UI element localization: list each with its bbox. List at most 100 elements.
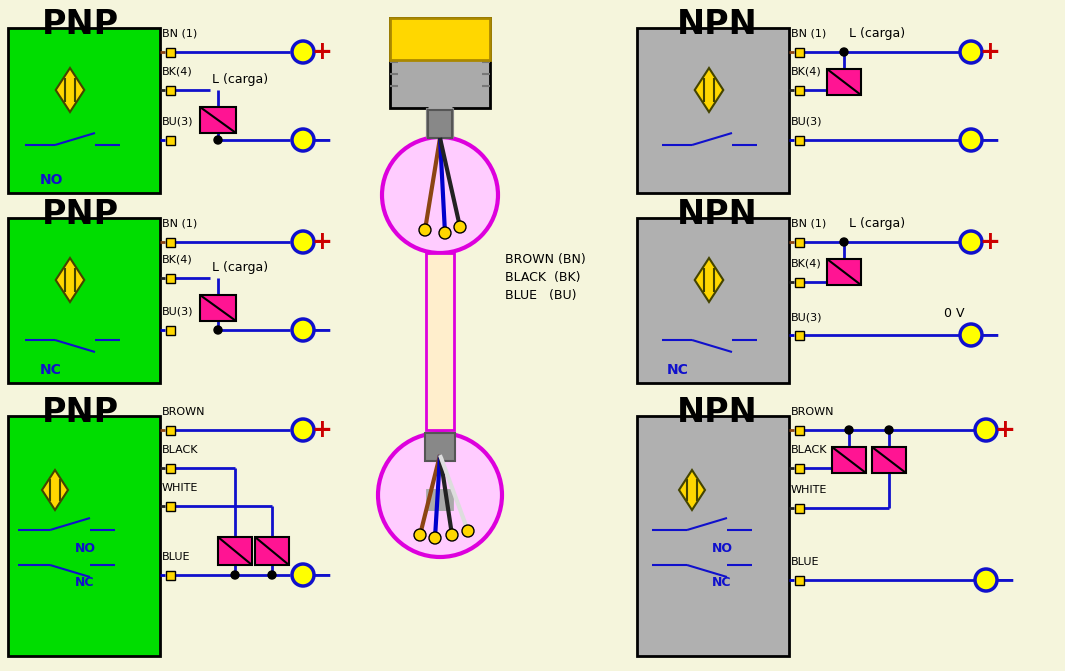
- Bar: [165, 501, 175, 511]
- Bar: [200, 107, 236, 133]
- Bar: [794, 425, 803, 435]
- Text: +: +: [312, 40, 332, 64]
- Text: NPN: NPN: [676, 8, 757, 41]
- Text: NC: NC: [40, 363, 62, 377]
- Text: NO: NO: [712, 541, 733, 554]
- Bar: [794, 278, 803, 287]
- Polygon shape: [694, 258, 723, 302]
- Circle shape: [292, 419, 314, 441]
- Bar: [426, 253, 454, 430]
- Circle shape: [292, 231, 314, 253]
- Circle shape: [454, 221, 466, 233]
- Bar: [9, 28, 160, 193]
- Text: BLACK: BLACK: [162, 445, 198, 455]
- Text: NO: NO: [75, 541, 96, 554]
- Circle shape: [214, 136, 222, 144]
- Text: +: +: [980, 230, 1000, 254]
- Text: BK(4): BK(4): [162, 255, 193, 265]
- Circle shape: [268, 571, 276, 579]
- Text: BLUE   (BU): BLUE (BU): [505, 289, 576, 303]
- Polygon shape: [55, 68, 84, 112]
- Text: −: −: [311, 563, 332, 587]
- Text: BU(3): BU(3): [791, 117, 822, 127]
- Circle shape: [292, 564, 314, 586]
- Bar: [9, 416, 160, 656]
- Text: BLACK: BLACK: [791, 445, 828, 455]
- Circle shape: [840, 238, 848, 246]
- Bar: [165, 425, 175, 435]
- Circle shape: [974, 569, 997, 591]
- Circle shape: [845, 426, 853, 434]
- Text: −: −: [980, 128, 1000, 152]
- Circle shape: [292, 129, 314, 151]
- Bar: [390, 18, 490, 60]
- Text: BK(4): BK(4): [791, 259, 822, 269]
- Bar: [828, 69, 861, 95]
- Text: BLUE: BLUE: [162, 552, 191, 562]
- Circle shape: [419, 224, 431, 236]
- Bar: [165, 325, 175, 335]
- Text: L (carga): L (carga): [849, 27, 905, 40]
- Bar: [794, 48, 803, 56]
- Text: L (carga): L (carga): [212, 73, 268, 86]
- Polygon shape: [42, 470, 68, 510]
- Text: −: −: [995, 568, 1016, 592]
- Bar: [9, 218, 160, 383]
- Text: +: +: [312, 418, 332, 442]
- Circle shape: [960, 41, 982, 63]
- Text: BROWN: BROWN: [791, 407, 835, 417]
- Bar: [637, 218, 789, 383]
- Text: NC: NC: [712, 576, 732, 590]
- Text: BLUE: BLUE: [791, 557, 819, 567]
- Text: NO: NO: [40, 173, 64, 187]
- Text: −: −: [980, 323, 1000, 347]
- Text: WHITE: WHITE: [162, 483, 198, 493]
- Circle shape: [214, 326, 222, 334]
- Circle shape: [231, 571, 239, 579]
- Text: WHITE: WHITE: [791, 485, 828, 495]
- Bar: [165, 136, 175, 144]
- Text: −: −: [311, 128, 332, 152]
- Bar: [637, 28, 789, 193]
- Text: +: +: [980, 40, 1000, 64]
- Circle shape: [446, 529, 458, 541]
- Text: BU(3): BU(3): [162, 117, 194, 127]
- Bar: [794, 85, 803, 95]
- Bar: [832, 447, 866, 473]
- Bar: [794, 464, 803, 472]
- Bar: [200, 295, 236, 321]
- Circle shape: [840, 48, 848, 56]
- Text: BK(4): BK(4): [791, 67, 822, 77]
- Text: NC: NC: [667, 363, 689, 377]
- Text: BN (1): BN (1): [162, 29, 197, 39]
- Text: BN (1): BN (1): [791, 219, 826, 229]
- Text: PNP: PNP: [42, 8, 118, 41]
- Bar: [828, 259, 861, 285]
- Bar: [218, 537, 252, 565]
- Circle shape: [462, 525, 474, 537]
- Circle shape: [292, 319, 314, 341]
- Bar: [390, 18, 490, 108]
- Bar: [165, 238, 175, 246]
- Text: BROWN (BN): BROWN (BN): [505, 254, 586, 266]
- Bar: [165, 274, 175, 282]
- Bar: [794, 238, 803, 246]
- Text: BLACK  (BK): BLACK (BK): [505, 272, 580, 285]
- Text: BN (1): BN (1): [162, 219, 197, 229]
- Bar: [872, 447, 906, 473]
- Text: −: −: [311, 318, 332, 342]
- Polygon shape: [694, 68, 723, 112]
- Bar: [425, 433, 455, 461]
- Polygon shape: [679, 470, 705, 510]
- Circle shape: [960, 231, 982, 253]
- Text: +: +: [995, 418, 1015, 442]
- Circle shape: [439, 227, 450, 239]
- Circle shape: [414, 529, 426, 541]
- Text: BK(4): BK(4): [162, 67, 193, 77]
- Text: NPN: NPN: [676, 396, 757, 429]
- Bar: [255, 537, 289, 565]
- Text: BROWN: BROWN: [162, 407, 206, 417]
- Circle shape: [429, 532, 441, 544]
- Circle shape: [378, 433, 502, 557]
- Bar: [794, 136, 803, 144]
